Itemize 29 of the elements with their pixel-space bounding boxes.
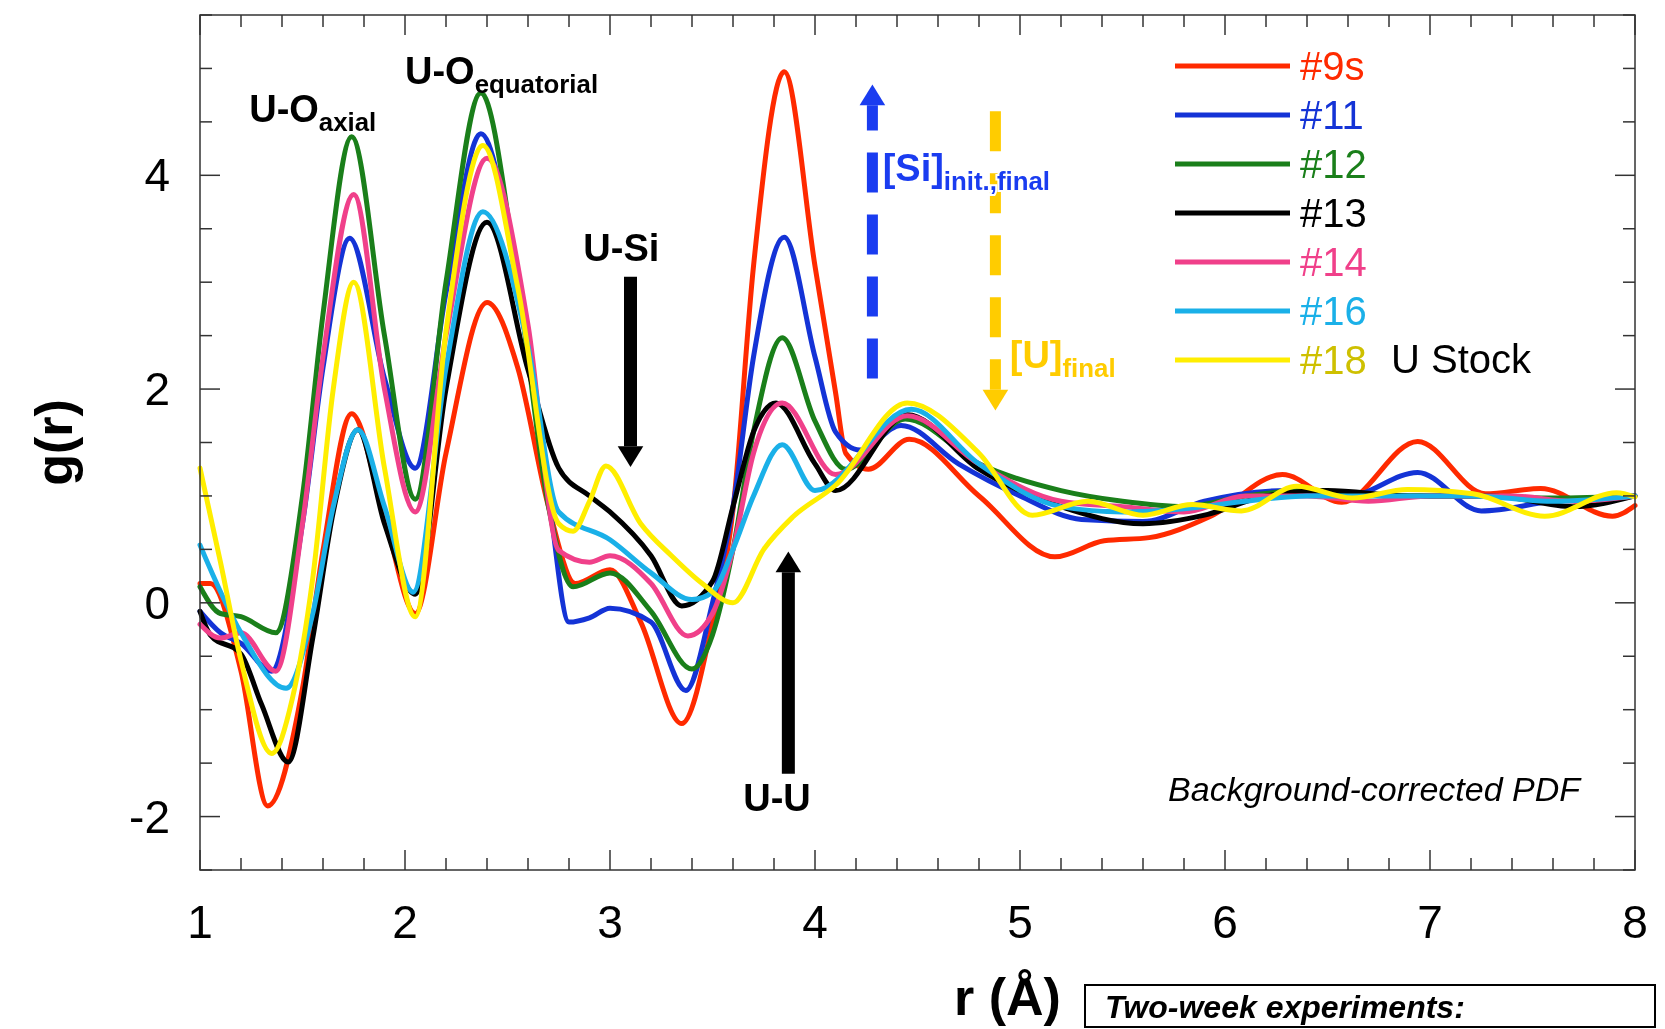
x-tick-label: 3 <box>597 896 623 948</box>
y-tick-label: -2 <box>129 790 170 843</box>
y-axis-title: g(r) <box>25 399 83 486</box>
y-tick-label: 2 <box>144 363 170 416</box>
x-axis-title: r (Å) <box>954 968 1061 1026</box>
annotation: U Stock <box>1391 337 1533 381</box>
legend-label: #9s <box>1300 44 1365 89</box>
annotation: U-O$_{axial}$ <box>249 87 377 136</box>
x-tick-label: 1 <box>187 896 213 948</box>
annotation: U-Si <box>583 226 660 269</box>
x-tick-label: 8 <box>1622 896 1648 948</box>
text: Two-week experiments: <box>1105 989 1465 1025</box>
x-tick-label: 7 <box>1417 896 1443 948</box>
x-tick-label: 2 <box>392 896 418 948</box>
y-tick-label: 4 <box>144 149 170 202</box>
legend-label: #14 <box>1300 240 1367 285</box>
y-tick-label: 0 <box>144 576 170 629</box>
x-tick-label: 5 <box>1007 896 1033 948</box>
annotation: U-U <box>743 777 811 820</box>
annotation: [U]$_{final}$ <box>1009 333 1116 382</box>
legend-label: #16 <box>1300 289 1367 334</box>
annotation: Background-corrected PDF <box>1168 769 1583 808</box>
legend-label: #13 <box>1300 191 1367 236</box>
legend-label: #18 <box>1300 338 1367 383</box>
annotation: U-O$_{equatorial}$ <box>405 50 599 99</box>
legend-label: #12 <box>1300 142 1367 187</box>
legend-label: #11 <box>1300 93 1364 138</box>
x-tick-label: 4 <box>802 896 828 948</box>
x-tick-label: 6 <box>1212 896 1238 948</box>
